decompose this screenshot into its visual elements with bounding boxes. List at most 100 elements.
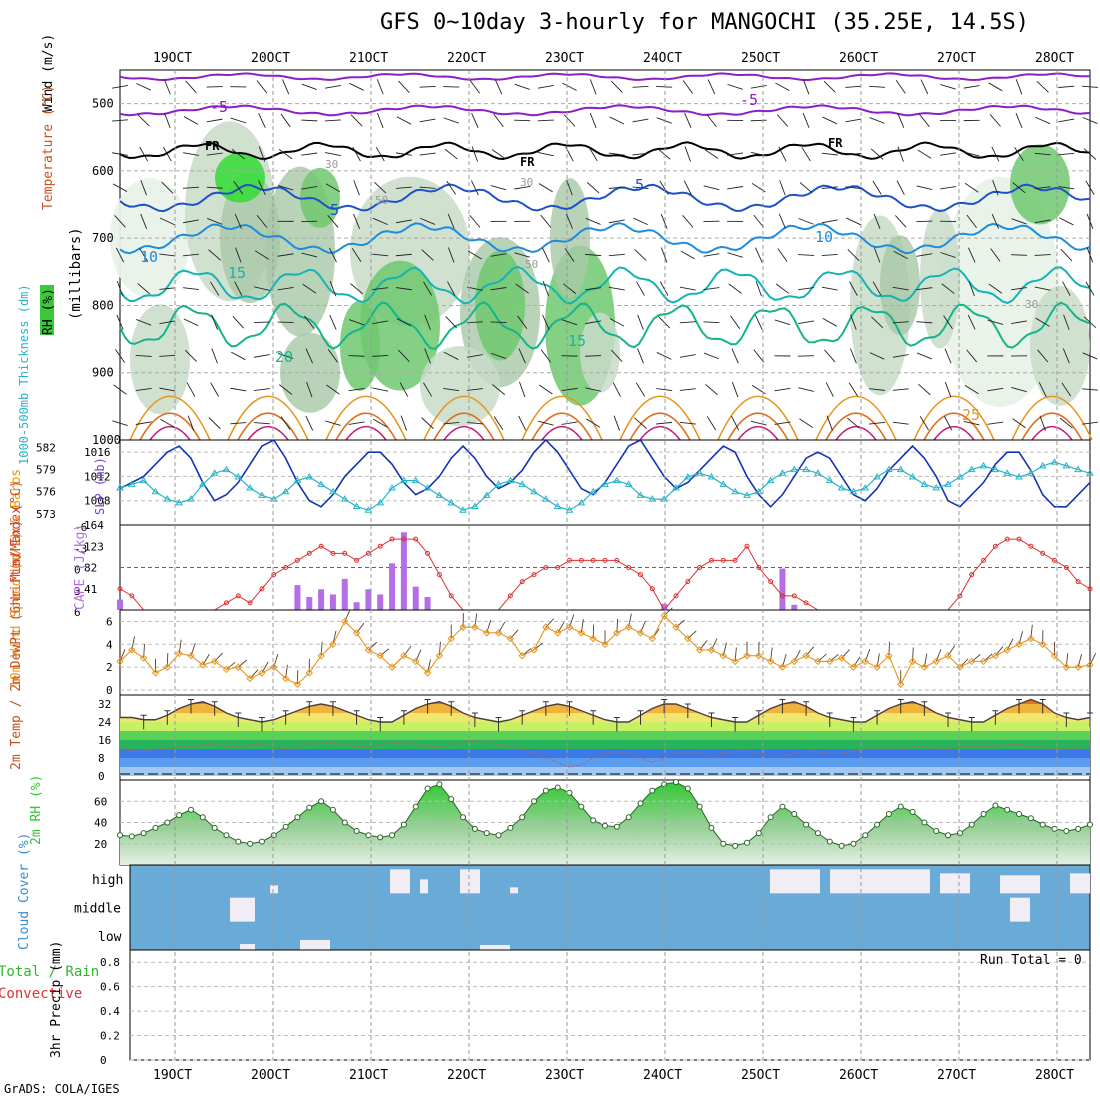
wind-barb	[304, 315, 315, 329]
wind-barb	[1058, 85, 1075, 88]
wind-barb	[399, 382, 409, 397]
wind-barb	[182, 287, 199, 291]
wind-barb	[466, 354, 483, 358]
wind-barb	[1083, 148, 1097, 160]
wind-barb	[469, 80, 481, 94]
rh-marker	[625, 814, 632, 821]
rh-marker	[211, 824, 218, 831]
cloud-row-label: high	[92, 873, 123, 888]
wind-barb	[423, 281, 433, 296]
wind-speed-line	[119, 614, 1091, 686]
thickness-marker	[683, 472, 692, 480]
rh-marker	[187, 806, 194, 813]
wind-barb	[254, 286, 270, 291]
rh-marker	[696, 803, 703, 810]
pressure-axis-label: (millibars)	[68, 227, 84, 320]
wind-barb	[1063, 314, 1070, 330]
pressure-tick-label: 600	[92, 164, 114, 178]
slp-line	[119, 438, 1091, 508]
wind-barb	[350, 283, 364, 295]
wind-barb	[398, 349, 410, 362]
wind-speed-marker	[151, 669, 160, 677]
thickness-marker	[967, 465, 976, 473]
wind-speed-marker	[613, 629, 621, 637]
li-marker	[685, 579, 691, 585]
warm-temp-contour	[531, 412, 593, 441]
wind-barb	[542, 314, 550, 330]
cloud-clear-patch	[300, 940, 330, 950]
wind-barb	[801, 147, 811, 162]
wind-barb	[443, 422, 460, 425]
wind-barb	[847, 417, 860, 429]
temp-contour-label: 10	[815, 228, 833, 246]
date-label-bottom: 21OCT	[349, 1068, 388, 1083]
rh-marker	[613, 823, 620, 830]
thickness-marker	[991, 465, 1000, 473]
cape-bar	[779, 568, 786, 610]
temp-contour-15	[119, 265, 1091, 305]
wind-speed-marker	[873, 663, 881, 671]
freezing-level-label: FR	[205, 139, 220, 153]
wind-barb	[537, 151, 554, 157]
li-marker	[768, 579, 774, 585]
temp-contour-label: 15	[568, 332, 586, 350]
thickness-marker	[151, 487, 160, 495]
wind-barb	[372, 217, 388, 225]
wind-speed-marker	[826, 657, 834, 666]
rh-marker	[495, 832, 502, 839]
rh2m-panel: 60 40 20 2m RH (%)	[29, 775, 1093, 866]
wind-speed-marker	[518, 652, 526, 660]
thickness-marker	[825, 476, 834, 484]
thickness-marker	[589, 487, 598, 495]
wind-barb	[235, 247, 242, 263]
rh-marker	[270, 832, 277, 839]
wind-speed-marker	[885, 652, 893, 660]
wind-speed-marker	[778, 663, 787, 671]
wind-barb	[395, 253, 412, 257]
li-marker	[1028, 543, 1034, 549]
wind-barb	[1062, 348, 1070, 364]
rh-marker	[140, 830, 147, 837]
wind-barb	[493, 416, 504, 431]
wind-speed-marker	[128, 646, 136, 654]
cloud-row-label: low	[98, 930, 122, 945]
wind-barb	[727, 83, 743, 90]
rh-shade	[920, 208, 960, 349]
wind-barb	[632, 152, 649, 156]
wind-barb	[470, 180, 479, 196]
li-marker	[697, 565, 703, 570]
cape-bar	[365, 589, 372, 610]
wind-speed-marker	[234, 663, 243, 671]
thickness-marker	[790, 465, 799, 473]
wind-speed-marker	[388, 663, 396, 671]
wind-barb	[892, 286, 909, 291]
li-marker	[318, 543, 324, 549]
wind-barb	[873, 247, 881, 263]
wind-barb	[537, 119, 554, 122]
freezing-level-line	[119, 141, 1091, 161]
thickness-marker	[885, 465, 893, 473]
wind-barb	[1035, 317, 1050, 327]
wind-barb	[471, 112, 479, 128]
rh-marker	[507, 824, 514, 831]
temp-tick-label: 16	[98, 734, 111, 747]
wind-barb	[869, 388, 886, 391]
wind-barb	[278, 148, 293, 160]
wind-speed-marker	[471, 623, 479, 631]
rh-marker	[684, 785, 691, 792]
date-label-bottom: 24OCT	[643, 1068, 682, 1083]
rh-tick-label: 40	[94, 817, 107, 830]
thickness-tick-label: 576	[36, 486, 56, 499]
thickness-marker	[435, 491, 444, 498]
wind-barb	[372, 355, 389, 357]
wind-speed-marker	[447, 634, 455, 643]
wind-barb	[684, 146, 691, 162]
rh-marker	[1051, 825, 1058, 832]
wind-barb	[608, 219, 625, 224]
thickness-marker	[1050, 458, 1059, 465]
thickness-axis-label: 1000-500mb Thickness (dm)	[17, 284, 31, 465]
wind-barb	[447, 213, 455, 229]
rh-marker	[306, 804, 313, 811]
wind-speed-marker	[589, 634, 597, 643]
